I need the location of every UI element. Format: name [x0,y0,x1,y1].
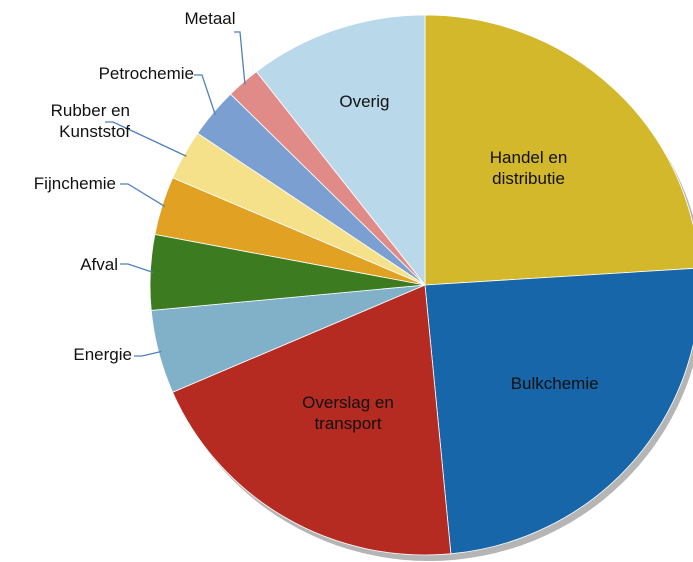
leader-line [120,263,154,274]
slice-label: Overig [339,92,390,112]
pie-slice [424,14,693,286]
slice-label: Metaal [184,9,236,28]
slice-label: Overslag en transport [302,392,394,433]
slice-label: Fijnchemie [33,174,116,193]
slice-label: Handel en distributie [489,147,568,188]
leader-line [120,183,166,207]
pie-slice [255,14,426,287]
slice-label: Energie [73,345,132,364]
leader-line [105,121,187,157]
leader-line [234,31,246,85]
slice-label: Afval [80,255,118,274]
slice-label: Petrochemie [98,64,194,83]
leader-line [134,350,162,357]
leader-line [194,74,216,115]
slice-label: Bulkchemie [510,373,599,393]
pie-slice [172,284,452,556]
slice-label: Rubber en Kunststof [50,101,130,141]
pie-slice [424,268,693,555]
